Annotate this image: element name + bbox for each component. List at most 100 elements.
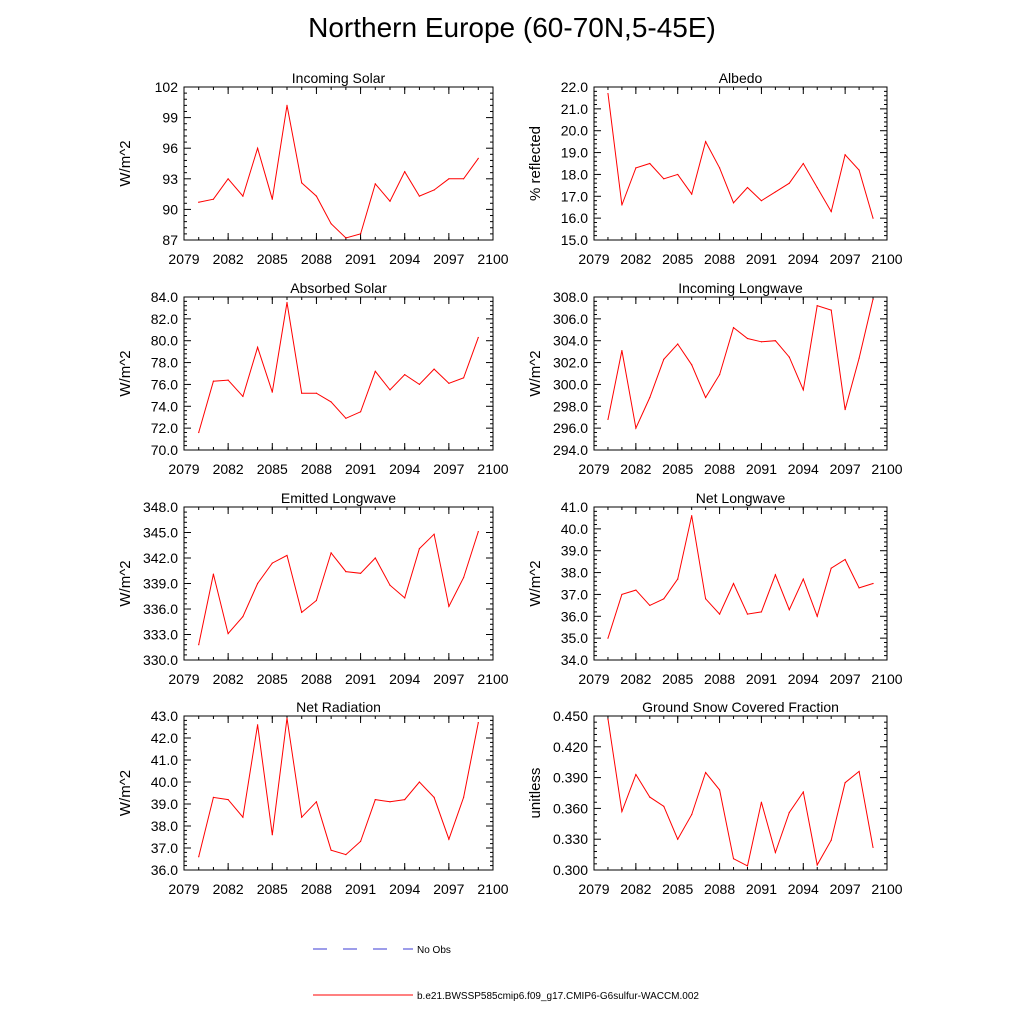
y-tick-label: 84.0	[151, 289, 178, 305]
panel-title: Albedo	[719, 70, 763, 86]
data-point	[872, 582, 874, 585]
data-point	[858, 169, 860, 171]
data-point	[462, 178, 465, 180]
data-point	[256, 724, 259, 726]
y-tick-label: 298.0	[553, 398, 588, 414]
data-point	[315, 801, 318, 803]
y-tick-label: 39.0	[151, 796, 178, 812]
x-tick-label: 2085	[662, 671, 693, 687]
data-point	[198, 201, 200, 203]
y-tick-label: 37.0	[561, 586, 588, 602]
y-axis-label: W/m^2	[527, 560, 544, 606]
data-point	[872, 217, 874, 219]
x-tick-label: 2082	[213, 251, 244, 267]
x-tick-label: 2100	[477, 881, 508, 897]
data-point	[844, 558, 846, 561]
data-point	[663, 178, 665, 180]
y-tick-label: 93	[162, 171, 178, 187]
y-tick-label: 300.0	[553, 376, 588, 392]
x-tick-label: 2088	[704, 461, 735, 477]
data-point	[774, 574, 776, 576]
x-tick-label: 2091	[746, 671, 777, 687]
data-point	[477, 722, 479, 724]
y-axis-label: W/m^2	[117, 140, 134, 186]
y-tick-label: 339.0	[143, 576, 178, 592]
data-point	[301, 392, 303, 394]
x-tick-label: 2097	[830, 671, 861, 687]
panel-title: Incoming Solar	[292, 70, 386, 86]
data-point	[705, 141, 707, 143]
data-point	[433, 189, 435, 191]
x-tick-label: 2100	[477, 251, 508, 267]
x-tick-label: 2088	[704, 881, 735, 897]
y-tick-label: 18.0	[561, 166, 588, 182]
data-point	[844, 154, 846, 156]
x-tick-label: 2094	[788, 461, 819, 477]
data-point	[691, 193, 693, 195]
data-point	[301, 182, 303, 184]
x-tick-label: 2085	[662, 251, 693, 267]
data-point	[607, 92, 609, 95]
data-point	[212, 573, 215, 575]
x-tick-label: 2082	[213, 461, 244, 477]
y-tick-label: 41.0	[151, 752, 178, 768]
series-line	[198, 718, 479, 857]
y-tick-label: 36.0	[151, 862, 178, 878]
x-tick-label: 2097	[433, 881, 464, 897]
data-point	[330, 552, 332, 554]
y-tick-label: 0.330	[553, 831, 588, 847]
data-point	[718, 789, 721, 791]
x-tick-label: 2082	[620, 881, 651, 897]
y-tick-label: 21.0	[561, 101, 588, 117]
x-tick-label: 2082	[620, 461, 651, 477]
data-point	[212, 198, 215, 200]
plot-frame	[593, 86, 888, 241]
y-tick-label: 0.390	[553, 770, 588, 786]
data-point	[844, 408, 846, 411]
data-point	[705, 771, 707, 774]
data-point	[663, 598, 665, 600]
data-point	[830, 210, 832, 213]
data-point	[872, 298, 874, 300]
x-tick-label: 2097	[830, 461, 861, 477]
y-tick-label: 22.0	[561, 79, 588, 95]
data-point	[345, 854, 347, 856]
y-tick-label: 333.0	[143, 627, 178, 643]
data-point	[607, 718, 609, 720]
x-tick-label: 2079	[578, 881, 609, 897]
y-tick-label: 0.300	[553, 862, 588, 878]
data-point	[212, 380, 215, 382]
x-tick-label: 2097	[433, 461, 464, 477]
data-point	[448, 178, 450, 180]
x-tick-label: 2097	[830, 881, 861, 897]
series-line	[607, 299, 874, 430]
x-tick-label: 2097	[433, 671, 464, 687]
data-point	[301, 611, 303, 614]
data-point	[705, 598, 707, 600]
data-point	[858, 357, 860, 359]
series-line	[607, 93, 874, 219]
data-point	[286, 717, 288, 719]
series-line	[607, 515, 874, 639]
panel-title: Emitted Longwave	[281, 490, 396, 506]
data-point	[477, 157, 479, 159]
x-tick-label: 2094	[389, 671, 420, 687]
chart-panel: 2079 2082 2085 2088 2091 2094 2097 2100 15.0 16.0…	[527, 70, 903, 267]
data-point	[389, 801, 391, 803]
y-axis-label: unitless	[527, 768, 544, 819]
panel-title: Incoming Longwave	[678, 280, 803, 296]
x-tick-label: 2088	[704, 251, 735, 267]
x-tick-label: 2088	[301, 461, 332, 477]
data-point	[830, 309, 832, 311]
x-tick-label: 2097	[830, 251, 861, 267]
y-tick-label: 38.0	[151, 818, 178, 834]
data-point	[242, 395, 244, 398]
x-tick-label: 2082	[213, 671, 244, 687]
x-tick-label: 2094	[389, 461, 420, 477]
chart-panel: 2079 2082 2085 2088 2091 2094 2097 2100 34.0 35.0…	[527, 490, 903, 687]
data-point	[802, 791, 804, 793]
data-point	[760, 341, 763, 343]
data-point	[621, 204, 623, 206]
y-axis-label: W/m^2	[117, 770, 134, 816]
